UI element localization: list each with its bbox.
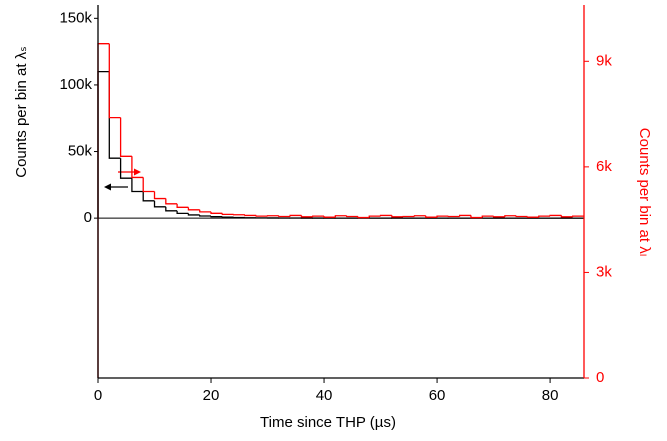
histogram-step <box>482 216 493 217</box>
histogram-step <box>177 204 188 208</box>
histogram-step <box>256 215 267 216</box>
y-tick-label: 150k <box>59 9 92 26</box>
histogram-step <box>121 158 132 178</box>
histogram-step <box>188 207 199 209</box>
histogram-step <box>166 199 177 204</box>
histogram-step <box>347 216 358 217</box>
histogram-step <box>550 215 561 216</box>
histogram-step <box>279 216 290 217</box>
histogram-step <box>335 216 346 217</box>
histogram-step <box>109 72 120 159</box>
x-tick-label: 0 <box>94 387 102 404</box>
histogram-step <box>177 211 188 214</box>
black-arrow <box>104 184 128 191</box>
y-tick-label: 100k <box>59 76 92 93</box>
y2-axis-label: Counts per bin at λₗ <box>636 128 653 256</box>
histogram-step <box>561 215 572 216</box>
histogram-step <box>109 44 120 118</box>
histogram-step <box>358 216 369 217</box>
histogram-step <box>527 216 538 217</box>
x-tick-label: 40 <box>316 387 333 404</box>
y2-tick-label: 9k <box>596 52 612 69</box>
histogram-step <box>121 118 132 157</box>
histogram-step <box>301 215 312 216</box>
histogram-step <box>573 216 584 217</box>
histogram-step <box>211 212 222 213</box>
histogram-step <box>516 216 527 217</box>
y2-tick-label: 6k <box>596 158 612 175</box>
histogram-step <box>200 210 211 212</box>
histogram-step <box>471 215 482 217</box>
histogram-step <box>539 216 550 217</box>
y-tick-label: 0 <box>84 209 92 226</box>
histogram-step <box>505 216 516 217</box>
histogram-step <box>494 216 505 217</box>
x-tick-label: 20 <box>203 387 220 404</box>
histogram-step <box>155 192 166 199</box>
histogram-step <box>98 72 109 219</box>
histogram-step <box>143 192 154 201</box>
histogram-step <box>166 207 177 211</box>
histogram-step <box>460 215 471 216</box>
y-axis-label: Counts per bin at λₛ <box>13 46 30 178</box>
histogram-step <box>245 215 256 216</box>
y2-tick-label: 0 <box>596 369 604 386</box>
histogram-step <box>324 216 335 217</box>
histogram-step <box>143 177 154 191</box>
y2-tick-label: 3k <box>596 263 612 280</box>
histogram-step <box>426 216 437 217</box>
histogram-step <box>437 216 448 217</box>
histogram-step <box>188 213 199 215</box>
histogram-step <box>414 216 425 217</box>
histogram-step <box>222 217 233 218</box>
histogram-step <box>211 216 222 217</box>
histogram-step <box>132 178 143 191</box>
histogram-step <box>290 215 301 216</box>
histogram-step <box>222 213 233 214</box>
histogram-step <box>132 156 143 177</box>
histogram-step <box>155 201 166 207</box>
y-tick-label: 50k <box>68 143 93 160</box>
histogram-step <box>392 215 403 216</box>
histogram-step <box>381 215 392 216</box>
histogram-step <box>313 216 324 217</box>
x-tick-label: 60 <box>429 387 446 404</box>
histogram-step <box>369 216 380 217</box>
red-arrow <box>118 169 141 176</box>
histogram-step <box>200 215 211 216</box>
histogram-step <box>98 44 109 378</box>
x-tick-label: 80 <box>542 387 559 404</box>
x-axis-label: Time since THP (µs) <box>260 414 396 431</box>
